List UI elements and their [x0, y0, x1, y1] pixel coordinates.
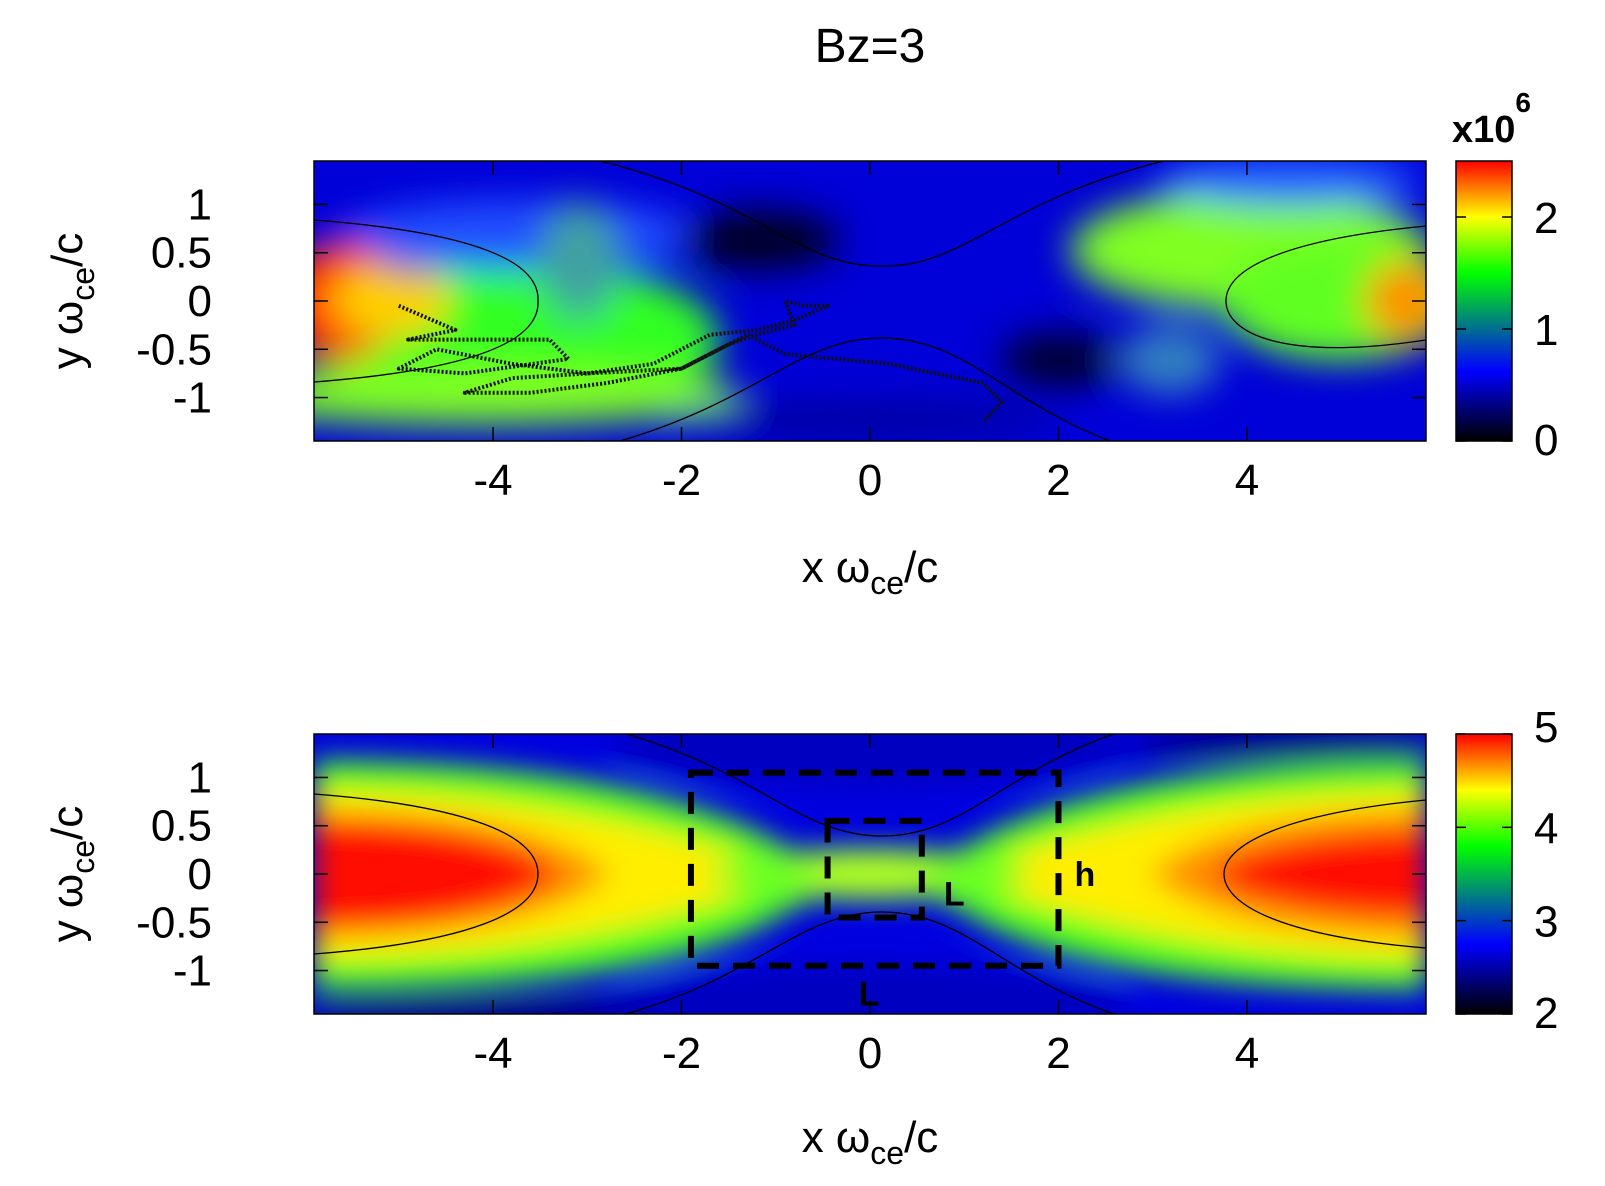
separatrix-top-upper — [599, 161, 1165, 267]
x-axis-label-top: x ωce/c — [802, 543, 939, 601]
x-tick-label: -4 — [473, 1029, 512, 1078]
x-axis-label-bottom: x ωce/c — [802, 1113, 939, 1171]
x-tick-label: -2 — [662, 456, 701, 505]
axes-bottom: -4 -2 0 2 410.50-0.5-1 — [136, 734, 1426, 1078]
heatmap-field-bottom — [314, 734, 1426, 1014]
y-tick-label: -0.5 — [136, 898, 212, 947]
heatmap-field-top — [314, 161, 1426, 441]
separatrix-top-right-island — [1225, 225, 1426, 349]
annotation-boxes: h L L — [687, 769, 1095, 1014]
y-tick-label: -1 — [173, 947, 212, 996]
y-tick-label: 0 — [188, 277, 212, 326]
separatrix-top-lower — [619, 337, 1111, 441]
y-tick-label: 0.5 — [151, 229, 212, 278]
separatrix-bottom-lower — [625, 911, 1115, 1014]
outer-dashed-box — [687, 769, 1062, 969]
axes-top: -4 -2 0 2 410.50-0.5-1 — [136, 161, 1426, 505]
particle-trajectory — [396, 299, 1004, 424]
y-tick-label: 0 — [188, 850, 212, 899]
colorbar-ticks-bottom: 2 3 4 5 — [1456, 703, 1558, 1038]
colorbar-tick-label: 2 — [1534, 194, 1558, 243]
x-tick-label: 0 — [858, 456, 882, 505]
separatrix-top-left-island — [314, 219, 539, 383]
colorbar-tick-label: 5 — [1534, 703, 1558, 752]
colorbar-bottom: 2 3 4 5 — [1455, 703, 1558, 1038]
x-tick-label: 0 — [858, 1029, 882, 1078]
x-tick-label: 4 — [1235, 1029, 1259, 1078]
chart-title: Bz=3 — [815, 20, 926, 73]
x-tick-label: 4 — [1235, 456, 1259, 505]
box-height-label: h — [1074, 856, 1095, 894]
separatrix-bottom-left-island — [314, 793, 539, 955]
inner-dashed-box — [824, 817, 925, 921]
colorbar-tick-label: 2 — [1534, 989, 1558, 1038]
x-tick-label: 2 — [1046, 1029, 1070, 1078]
y-tick-label: 1 — [188, 753, 212, 802]
colorbar-multiplier: x106 — [1452, 87, 1531, 151]
colorbar-tick-label: 3 — [1534, 898, 1558, 947]
inner-box-length-label: L — [944, 875, 965, 913]
separatrix-bottom-upper — [625, 734, 1115, 837]
separatrix-bottom-right-island — [1223, 799, 1426, 949]
y-tick-label: 0.5 — [151, 802, 212, 851]
y-axis-label-bottom: y ωce/c — [43, 806, 101, 943]
colorbar-ticks-top: 0 1 2 — [1456, 194, 1558, 465]
x-tick-label: 2 — [1046, 456, 1070, 505]
y-tick-label: -1 — [173, 374, 212, 423]
colorbar-tick-label: 0 — [1534, 416, 1558, 465]
panel-top-density: -4 -2 0 2 410.50-0.5-1 012 x106 x ωce/c y ωc… — [43, 87, 1558, 601]
y-tick-label: -0.5 — [136, 325, 212, 374]
colorbar-tick-label: 1 — [1534, 306, 1558, 355]
y-tick-label: 1 — [188, 180, 212, 229]
colorbar-tick-label: 4 — [1534, 804, 1558, 853]
colorbar-top: 0 1 2 x106 — [1452, 87, 1558, 465]
x-tick-label: -2 — [662, 1029, 701, 1078]
box-length-label: L — [859, 976, 880, 1014]
x-tick-label: -4 — [473, 456, 512, 505]
y-axis-label-top: y ωce/c — [43, 233, 101, 370]
